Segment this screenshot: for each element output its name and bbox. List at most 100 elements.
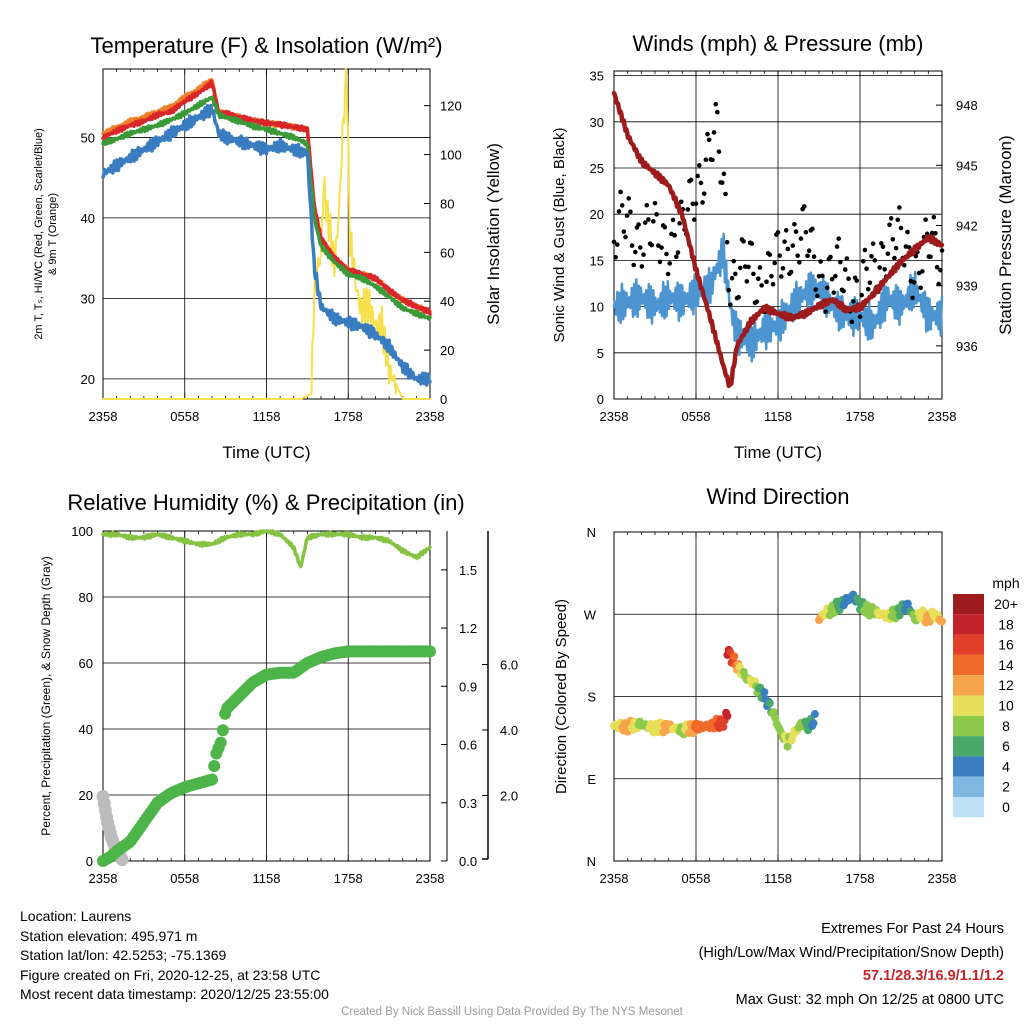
wind-direction-point	[769, 708, 778, 717]
precip-tick-label: 0.6	[459, 738, 477, 753]
wind-gust-point	[639, 264, 645, 269]
wind-gust-point	[819, 273, 825, 279]
temp-y2tick-label: 40	[440, 294, 454, 309]
wind-gust-point	[729, 275, 735, 281]
wind-gust-point	[815, 293, 820, 299]
wind-xtick-label: 1158	[764, 409, 792, 424]
wind-ytick-label: 10	[590, 300, 604, 315]
wind-gust-point	[818, 259, 823, 264]
wind-gust-point	[688, 177, 694, 183]
wind-gust-point	[628, 209, 633, 215]
wind-gust-point	[736, 294, 741, 300]
rh-xtick-label: 1158	[253, 871, 281, 886]
wind-direction-point	[810, 710, 819, 719]
wind-gust-point	[644, 202, 650, 208]
wind-gust-point	[770, 282, 776, 287]
wind-gust-point	[792, 221, 797, 227]
wind-gust-point	[938, 267, 943, 273]
wind-gust-point	[911, 280, 917, 285]
wind-gust-point	[623, 234, 628, 240]
wind-gust-point	[649, 242, 655, 248]
wind-gust-point	[713, 101, 718, 107]
wind-direction-point	[938, 617, 946, 626]
wind-gust-point	[923, 217, 928, 222]
wind-gust-point	[621, 229, 627, 234]
temp-y2tick-label: 60	[440, 245, 454, 260]
wind-gust-point	[810, 226, 815, 232]
wind-direction-point	[723, 711, 732, 720]
wind-gust-point	[797, 260, 802, 265]
wind-gust-point	[678, 199, 684, 205]
wind-gust-point	[870, 241, 876, 246]
wind-gust-point	[910, 295, 915, 301]
dir-xtick-label: 1758	[846, 871, 875, 886]
precip-point	[206, 773, 218, 786]
precip-tick-label: 0.3	[459, 796, 477, 811]
wind-gust-point	[614, 242, 620, 247]
wind-gust-point	[857, 314, 863, 320]
rh-ytick-label: 40	[79, 722, 93, 737]
dir-y-axis-label: Direction (Colored By Speed)	[553, 599, 570, 794]
wind-gust-point	[805, 253, 810, 259]
speed-legend-swatch	[953, 715, 984, 737]
wind-gust-point	[618, 189, 623, 195]
station-info: Location: Laurens Station elevation: 495…	[20, 907, 329, 1005]
wind-gust-point	[741, 239, 746, 244]
wind-ytick-label: 20	[590, 207, 604, 222]
wind-direction-point	[760, 688, 769, 697]
wind-gust-point	[631, 262, 636, 268]
wind-gust-point	[624, 213, 630, 218]
wind-gust-point	[905, 229, 910, 235]
wind-x-axis-label: Time (UTC)	[734, 443, 822, 462]
wind-gust-point	[936, 281, 942, 287]
tsec-temperature-line	[101, 103, 432, 387]
wind-speed-line	[612, 232, 944, 363]
wind-gust-point	[897, 205, 902, 210]
wind-gust-point	[865, 286, 871, 292]
speed-legend-label: 4	[1002, 758, 1010, 774]
wind-gust-point	[888, 216, 894, 221]
wind-gust-point	[756, 276, 761, 282]
wind-gust-point	[651, 219, 656, 224]
speed-legend-label: 16	[998, 637, 1014, 653]
wind-gust-point	[737, 265, 743, 271]
wind-gust-point	[780, 266, 786, 271]
speed-legend-swatch	[953, 776, 984, 797]
wind-gust-point	[695, 173, 700, 179]
wind-gust-point	[798, 236, 804, 241]
temp-xtick-label: 2358	[89, 409, 118, 424]
wind-gust-point	[715, 109, 720, 115]
wind-gust-point	[860, 259, 866, 264]
wind-gust-point	[811, 254, 817, 259]
wind-gust-point	[629, 243, 635, 248]
rh-xtick-label: 2358	[89, 871, 118, 886]
wind-gust-point	[670, 217, 676, 223]
wind-ytick-label: 15	[590, 253, 604, 268]
wind-gust-point	[700, 200, 705, 205]
wind-gust-point	[828, 254, 833, 260]
wind-ytick-label: 0	[597, 392, 604, 407]
snow-tick-label: 4.0	[500, 723, 518, 738]
wind-gust-point	[842, 267, 848, 272]
wind-direction-point	[719, 722, 728, 731]
wind-gust-point	[633, 249, 638, 255]
rh-xtick-label: 0558	[170, 871, 199, 886]
wind-y2tick-label: 942	[956, 218, 978, 233]
dir-xtick-label: 2358	[928, 871, 957, 886]
wind-gust-point	[844, 256, 850, 261]
wind-gust-point	[836, 236, 841, 241]
speed-legend-label: 8	[1002, 718, 1010, 734]
max-gust-text: Max Gust: 32 mph On 12/25 at 0800 UTC	[735, 991, 1004, 1008]
wind-gust-point	[767, 252, 773, 257]
wind-gust-point	[892, 255, 897, 261]
wind-gust-point	[654, 212, 659, 217]
station-pressure-line	[611, 90, 945, 389]
wind-gust-point	[698, 180, 704, 186]
temp-ytick-label: 20	[81, 372, 95, 387]
wind-xtick-label: 2358	[600, 409, 629, 424]
rh-chart-title: Relative Humidity (%) & Precipitation (i…	[67, 490, 464, 515]
speed-legend-swatch	[953, 634, 984, 655]
dir-ytick-label: E	[587, 772, 596, 787]
wind-gust-point	[703, 157, 709, 162]
wind-gust-point	[790, 243, 796, 248]
